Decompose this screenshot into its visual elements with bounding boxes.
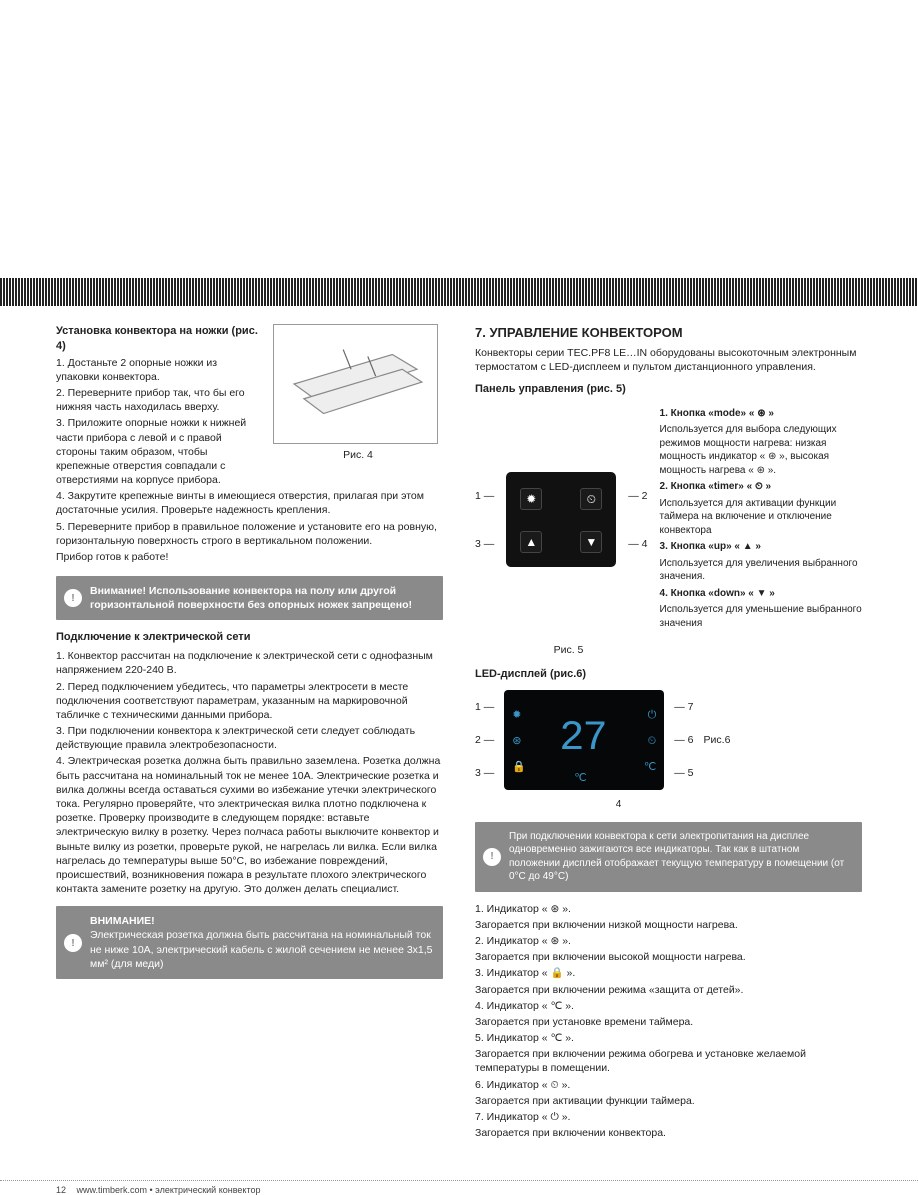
heading-led: LED-дисплей (рис.6) (475, 667, 862, 682)
left-column: Рис. 4 Установка конвектора на ножки (ри… (56, 324, 443, 1142)
dotted-separator (0, 1180, 918, 1181)
ind6-desc: Загорается при активации функции таймера… (475, 1094, 862, 1108)
page-number: 12 (56, 1185, 74, 1195)
led-numbers-left: 1 —2 —3 — (475, 690, 494, 790)
led-ic-4: ℃ (574, 771, 586, 786)
btn2-title: 2. Кнопка «timer» « ⏲ » (660, 481, 772, 492)
ind2-title: 2. Индикатор « ⊛ ». (475, 935, 571, 947)
step-4: 4. Закрутите крепежные винты в имеющиеся… (56, 489, 443, 517)
led-numbers-right: — 7— 6— 5 (674, 690, 693, 790)
ind4-desc: Загорается при установке времени таймера… (475, 1015, 862, 1029)
fig6-caption: Рис.6 (704, 733, 731, 747)
net-4: 4. Электрическая розетка должна быть пра… (56, 754, 443, 896)
step-5: 5. Переверните прибор в правильное полож… (56, 520, 443, 548)
ind2-desc: Загорается при включении высокой мощност… (475, 950, 862, 964)
indicator-list: 1. Индикатор « ⊛ ». Загорается при включ… (475, 902, 862, 1141)
control-panel-image: ✹ ⏲ ▲ ▼ (506, 472, 616, 567)
warning-icon: ! (64, 589, 82, 607)
warning-1-text: Внимание! Использование конвектора на по… (90, 585, 412, 611)
fig5-caption: Рис. 5 (275, 643, 862, 657)
btn1-desc: Используется для выбора следующих режимо… (660, 423, 862, 477)
up-icon: ▲ (520, 531, 542, 553)
timer-icon: ⏲ (580, 488, 602, 510)
btn4-desc: Используется для уменьшение выбранного з… (660, 603, 862, 630)
net-2: 2. Перед подключением убедитесь, что пар… (56, 680, 443, 723)
decorative-stripe (0, 278, 918, 306)
led-display-image: ✹ ⊛ 🔒 ⏻ ⏲ ℃ ℃ 27 (504, 690, 664, 790)
led-ic-2: ⊛ (512, 734, 521, 749)
heading-panel: Панель управления (рис. 5) (475, 382, 862, 397)
info-text: При подключении конвектора к сети электр… (509, 831, 844, 883)
btn2-desc: Используется для активации функции тайме… (660, 497, 862, 538)
intro-text: Конвекторы серии TEC.PF8 LE…IN оборудова… (475, 346, 862, 374)
panel-button-descriptions: 1. Кнопка «mode» « ⊛ » Используется для … (660, 407, 862, 634)
figure-4: Рис. 4 (273, 324, 443, 462)
warning-icon: ! (64, 934, 82, 952)
panel-numbers-left: 1 —3 — (475, 472, 494, 567)
heading-section-7: 7. УПРАВЛЕНИЕ КОНВЕКТОРОМ (475, 324, 862, 342)
btn3-desc: Используется для увеличения выбранного з… (660, 557, 862, 584)
ind7-title: 7. Индикатор « ⏻ ». (475, 1111, 570, 1123)
warning-2-title: ВНИМАНИЕ! (90, 915, 155, 927)
panel-numbers-right: — 2— 4 (628, 472, 647, 567)
led-ic-7: ⏻ (648, 708, 657, 723)
ind1-title: 1. Индикатор « ⊛ ». (475, 903, 571, 915)
led-ic-5: ℃ (644, 760, 656, 775)
ready-text: Прибор готов к работе! (56, 550, 443, 564)
ind7-desc: Загорается при включении конвектора. (475, 1126, 862, 1140)
led-ic-1: ✹ (512, 708, 521, 723)
warning-box-1: ! Внимание! Использование конвектора на … (56, 576, 443, 620)
ind5-title: 5. Индикатор « ℃ ». (475, 1032, 574, 1044)
warning-box-2: ! ВНИМАНИЕ! Электрическая розетка должна… (56, 906, 443, 979)
net-3: 3. При подключении конвектора к электрич… (56, 724, 443, 752)
ind4-title: 4. Индикатор « ℃ ». (475, 1000, 574, 1012)
ind3-title: 3. Индикатор « 🔒 ». (475, 967, 575, 979)
btn1-title: 1. Кнопка «mode» « ⊛ » (660, 408, 774, 419)
ind6-title: 6. Индикатор « ⏲ ». (475, 1079, 570, 1091)
page-footer: 12 www.timberk.com • электрический конве… (0, 1185, 918, 1195)
mode-icon: ✹ (520, 488, 542, 510)
info-icon: ! (483, 848, 501, 866)
fig4-caption: Рис. 4 (273, 448, 443, 462)
led-ic-6: ⏲ (648, 734, 657, 749)
info-box: ! При подключении конвектора к сети элек… (475, 822, 862, 892)
led-ic-3: 🔒 (512, 760, 526, 775)
led-figure-row: 1 —2 —3 — ✹ ⊛ 🔒 ⏻ ⏲ ℃ ℃ 27 — 7— 6— 5 Рис… (475, 690, 862, 790)
panel-figure-row: 1 —3 — ✹ ⏲ ▲ ▼ — 2— 4 1. Кнопка «mode» «… (475, 407, 862, 634)
ind5-desc: Загорается при включении режима обогрева… (475, 1047, 862, 1075)
down-icon: ▼ (580, 531, 602, 553)
led-temperature: 27 (559, 710, 605, 767)
btn4-title: 4. Кнопка «down» « ▼ » (660, 588, 775, 599)
ind3-desc: Загорается при включении режима «защита … (475, 983, 862, 997)
btn3-title: 3. Кнопка «up» « ▲ » (660, 541, 761, 552)
ind1-desc: Загорается при включении низкой мощности… (475, 918, 862, 932)
footer-site: www.timberk.com • электрический конвекто… (77, 1185, 261, 1195)
right-column: 7. УПРАВЛЕНИЕ КОНВЕКТОРОМ Конвекторы сер… (475, 324, 862, 1142)
warning-2-text: Электрическая розетка должна быть рассчи… (90, 929, 433, 969)
